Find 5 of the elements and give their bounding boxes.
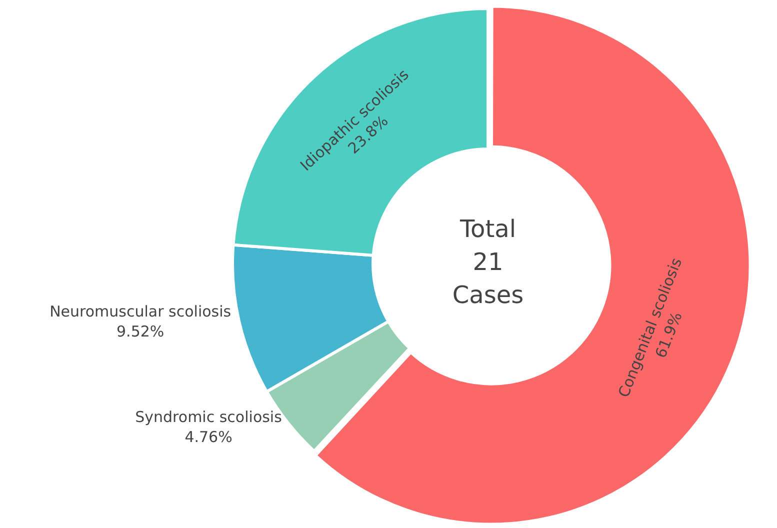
slice-label: Syndromic scoliosis [135,408,282,426]
slice-label: Neuromuscular scoliosis [50,302,232,320]
text: Total 21 Cases [452,215,524,310]
data-label: 4.76% [184,428,232,446]
data-label: 9.52% [116,322,164,340]
